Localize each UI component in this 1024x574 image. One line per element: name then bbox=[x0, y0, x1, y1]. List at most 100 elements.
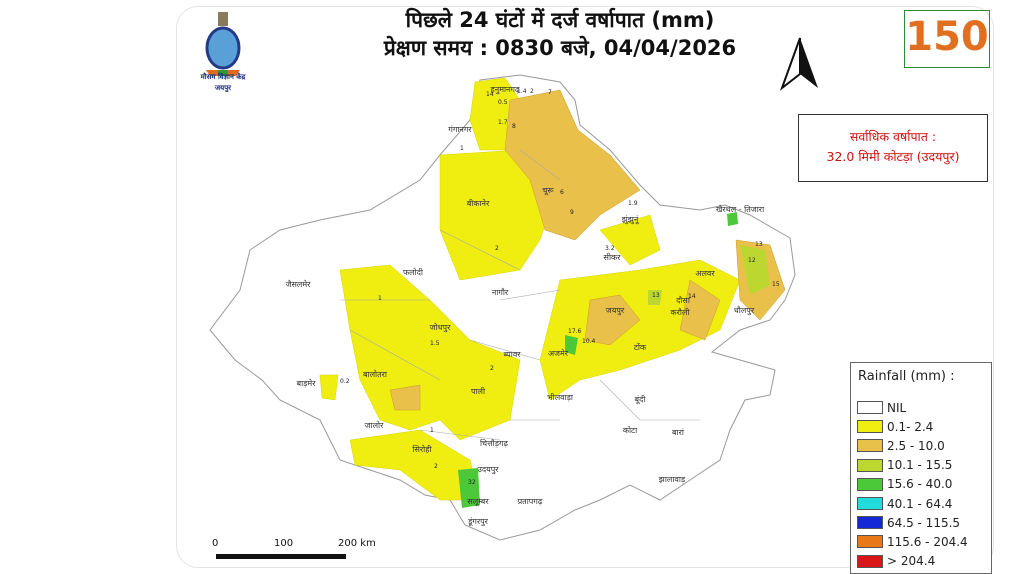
district-label: अलवर bbox=[695, 269, 715, 278]
station-rainfall-value: 15 bbox=[772, 281, 780, 288]
district-label: बाड़मेर bbox=[297, 378, 317, 388]
station-rainfall-value: 0.5 bbox=[498, 99, 508, 106]
max-rainfall-box: सर्वाधिक वर्षापात : 32.0 मिमी कोटड़ा (उद… bbox=[798, 114, 988, 182]
legend-item: 15.6 - 40.0 bbox=[857, 475, 991, 494]
station-rainfall-value: 9 bbox=[570, 209, 574, 216]
district-label: हनुमानगढ़ bbox=[491, 85, 520, 95]
rain-0.1-2.4 bbox=[319, 77, 741, 501]
station-rainfall-value: 2 bbox=[490, 365, 494, 372]
station-rainfall-value: 1 bbox=[460, 145, 464, 152]
station-rainfall-value: 1.7 bbox=[498, 119, 508, 126]
legend-item: 0.1- 2.4 bbox=[857, 417, 991, 436]
state-outline bbox=[209, 74, 796, 541]
title-line-2: प्रेक्षण समय : 0830 बजे, 04/04/2026 bbox=[383, 36, 737, 60]
max-rainfall-label: सर्वाधिक वर्षापात : bbox=[849, 129, 937, 144]
district-boundaries bbox=[340, 149, 700, 441]
district-label: सीकर bbox=[604, 252, 622, 262]
district-label: डूंगरपुर bbox=[467, 517, 489, 527]
district-label: उदयपुर bbox=[477, 465, 499, 475]
legend-label: NIL bbox=[887, 400, 907, 415]
rainfall-legend: Rainfall (mm) : NIL 0.1- 2.4 2.5 - 10.0 10.… bbox=[850, 362, 992, 574]
district-label: कोटा bbox=[623, 425, 638, 435]
station-rainfall-value: 3.2 bbox=[605, 245, 615, 252]
district-label: बारां bbox=[672, 428, 685, 437]
legend-swatch bbox=[857, 439, 883, 453]
district-label: नागौर bbox=[492, 287, 509, 297]
station-rainfall-value: 14 bbox=[688, 293, 696, 300]
station-rainfall-value: 1.4 bbox=[517, 88, 527, 95]
district-label: बालोतरा bbox=[363, 369, 388, 379]
legend-swatch bbox=[857, 420, 883, 434]
district-label: जोधपुर bbox=[430, 322, 451, 333]
district-label: पाली bbox=[471, 386, 486, 396]
district-label: सलूम्बर bbox=[467, 497, 489, 507]
title-line-1: पिछले 24 घंटों में दर्ज वर्षापात (mm) bbox=[405, 8, 715, 32]
station-rainfall-value: 1 bbox=[430, 427, 434, 434]
district-label: अजमेर bbox=[548, 348, 569, 358]
logo-caption: मौसम विज्ञान केंद्र जयपुर bbox=[186, 72, 260, 94]
rain-15.6-40 bbox=[458, 212, 738, 508]
logo-150-text: 150 bbox=[905, 14, 989, 60]
district-label: करौली bbox=[671, 307, 691, 317]
district-label: प्रतापगढ़ bbox=[518, 497, 543, 506]
legend-label: 10.1 - 15.5 bbox=[887, 458, 953, 473]
rain-2.5-10 bbox=[389, 89, 786, 411]
legend-item: > 204.4 bbox=[857, 552, 991, 571]
district-label: जैसलमेर bbox=[286, 279, 312, 289]
district-label: बूंदी bbox=[635, 394, 647, 405]
legend-item: NIL bbox=[857, 398, 991, 417]
legend-swatch bbox=[857, 477, 883, 491]
station-rainfall-value: 2 bbox=[495, 245, 499, 252]
station-rainfall-value: 13 bbox=[652, 292, 660, 299]
legend-item: 2.5 - 10.0 bbox=[857, 436, 991, 455]
scale-tick-0: 0 bbox=[212, 538, 219, 549]
legend-item: 10.1 - 15.5 bbox=[857, 456, 991, 475]
station-rainfall-value: 32 bbox=[468, 479, 476, 486]
legend-swatch bbox=[857, 497, 883, 511]
district-label: टोंक bbox=[634, 342, 647, 352]
scale-bar-line bbox=[216, 554, 346, 559]
rain-10.1-15.5 bbox=[648, 245, 770, 305]
station-rainfall-value: 2 bbox=[530, 88, 534, 95]
district-label: फलोदी bbox=[403, 267, 424, 277]
station-rainfall-value: 12 bbox=[748, 257, 756, 264]
district-label: जयपुर bbox=[606, 306, 625, 316]
legend-item: 64.5 - 115.5 bbox=[857, 513, 991, 532]
legend-item: 115.6 - 204.4 bbox=[857, 532, 991, 551]
station-rainfall-value: 1.5 bbox=[430, 340, 440, 347]
legend-label: 115.6 - 204.4 bbox=[887, 534, 968, 549]
imd-emblem-logo bbox=[205, 12, 241, 76]
district-label: सिरोही bbox=[412, 444, 432, 454]
district-label: चूरू bbox=[542, 186, 554, 196]
legend-label: 2.5 - 10.0 bbox=[887, 438, 945, 453]
district-label: बीकानेर bbox=[467, 198, 490, 208]
station-rainfall-value: 17.6 bbox=[568, 328, 582, 335]
district-label: झुंझुनूं bbox=[622, 215, 641, 225]
station-rainfall-value: 13 bbox=[755, 241, 763, 248]
station-rainfall-value: 1.9 bbox=[628, 200, 638, 207]
legend-swatch bbox=[857, 401, 883, 415]
station-rainfall-value: 2 bbox=[434, 463, 438, 470]
district-label: खैरथल - तिजारा bbox=[716, 204, 765, 214]
station-rainfall-value: 10.4 bbox=[582, 338, 596, 345]
logo-caption-line-2: जयपुर bbox=[214, 84, 232, 92]
legend-label: 0.1- 2.4 bbox=[887, 419, 934, 434]
district-label: ब्यावर bbox=[503, 350, 521, 359]
district-label: भीलवाड़ा bbox=[547, 392, 574, 402]
imd-150-logo: 150 bbox=[904, 10, 990, 68]
rainfall-map: हनुमानगढ़ गंगानगर बीकानेर चूरू झुंझुनूं खैरथल… bbox=[209, 74, 796, 541]
district-label: झालावाड़ bbox=[659, 475, 686, 484]
legend-label: 15.6 - 40.0 bbox=[887, 477, 953, 492]
district-label: चित्तौड़गढ़ bbox=[480, 438, 509, 448]
station-rainfall-value: 8 bbox=[512, 123, 516, 130]
district-label: दौसा bbox=[676, 295, 691, 305]
logo-caption-line-1: मौसम विज्ञान केंद्र bbox=[200, 73, 246, 81]
district-label: जालोर bbox=[365, 420, 385, 430]
max-rainfall-value: 32.0 मिमी कोटड़ा (उदयपुर) bbox=[826, 149, 960, 164]
legend-swatch bbox=[857, 535, 883, 549]
legend-swatch bbox=[857, 554, 883, 568]
scale-tick-100: 100 bbox=[274, 538, 294, 549]
legend-label: 64.5 - 115.5 bbox=[887, 515, 961, 530]
district-label: धौलपुर bbox=[734, 305, 755, 316]
station-rainfall-value: 0.2 bbox=[340, 378, 350, 385]
